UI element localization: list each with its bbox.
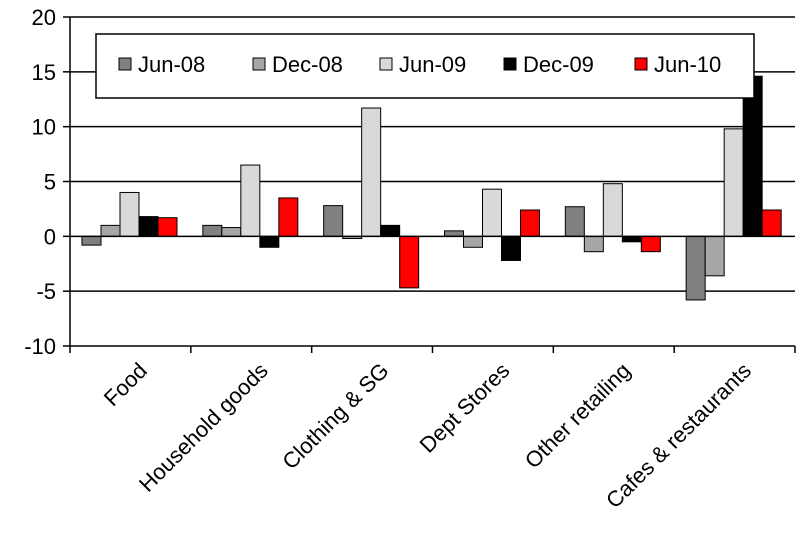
- y-axis-tick-labels: 20 15 10 5 0 -5 -10: [24, 5, 56, 359]
- bar-jun-10-5: [761, 209, 782, 237]
- axes: [63, 16, 796, 353]
- bar-jun-09-3: [482, 188, 502, 237]
- bar-jun-08-1: [202, 224, 223, 237]
- bar-dec-09-3: [501, 235, 521, 261]
- legend-swatch-jun-09: [379, 57, 393, 71]
- bar-jun-08-3: [444, 230, 464, 237]
- bar-dec-08-5: [704, 235, 725, 277]
- y-tick-label: 5: [44, 170, 56, 195]
- bar-jun-09-0: [119, 191, 140, 237]
- bar-dec-09-4: [621, 235, 642, 243]
- legend-label-dec-09: Dec-09: [523, 52, 594, 77]
- bar-jun-10-4: [640, 235, 661, 253]
- legend-label-dec-08: Dec-08: [272, 52, 343, 77]
- bar-dec-09-5: [742, 75, 763, 237]
- bar-dec-08-1: [221, 227, 242, 237]
- bar-dec-09-1: [259, 235, 280, 248]
- legend-label-jun-10: Jun-10: [654, 52, 721, 77]
- bar-jun-10-1: [278, 197, 299, 237]
- bar-jun-08-0: [81, 235, 102, 246]
- bar-dec-08-4: [583, 235, 604, 253]
- bar-jun-08-4: [564, 206, 585, 237]
- bar-dec-08-3: [463, 235, 483, 248]
- legend-swatch-dec-08: [252, 57, 266, 71]
- bar-jun-08-5: [685, 235, 706, 301]
- bar-jun-08-2: [323, 205, 344, 237]
- y-tick-label: -5: [36, 279, 56, 304]
- y-tick-label: -10: [24, 334, 56, 359]
- y-tick-label: 15: [32, 60, 56, 85]
- legend-label-jun-09: Jun-09: [399, 52, 466, 77]
- bar-jun-09-2: [361, 107, 382, 237]
- bar-jun-09-5: [723, 128, 744, 237]
- bar-jun-10-3: [520, 209, 540, 237]
- bars-group: [81, 75, 782, 301]
- bar-dec-08-0: [100, 224, 121, 237]
- x-category-label: Household goods: [134, 358, 273, 497]
- legend-swatch-jun-10: [634, 57, 648, 71]
- legend-label-jun-08: Jun-08: [138, 52, 205, 77]
- legend-swatch-dec-09: [503, 57, 517, 71]
- legend-swatch-jun-08: [118, 57, 132, 71]
- x-category-label: Other retailing: [520, 358, 635, 473]
- bar-dec-09-2: [380, 224, 401, 237]
- y-tick-label: 10: [32, 115, 56, 140]
- x-category-label: Clothing & SG: [277, 358, 393, 474]
- bar-jun-10-2: [399, 235, 420, 289]
- legend: Jun-08 Dec-08 Jun-09 Dec-09 Jun-10: [95, 33, 755, 99]
- x-category-label: Food: [99, 358, 152, 411]
- x-category-label: Dept Stores: [415, 358, 515, 458]
- y-tick-label: 20: [32, 5, 56, 30]
- y-tick-label: 0: [44, 224, 56, 249]
- bar-jun-09-4: [602, 183, 623, 237]
- bar-dec-09-0: [138, 216, 159, 237]
- bar-jun-10-0: [157, 217, 178, 237]
- bar-jun-09-1: [240, 164, 261, 237]
